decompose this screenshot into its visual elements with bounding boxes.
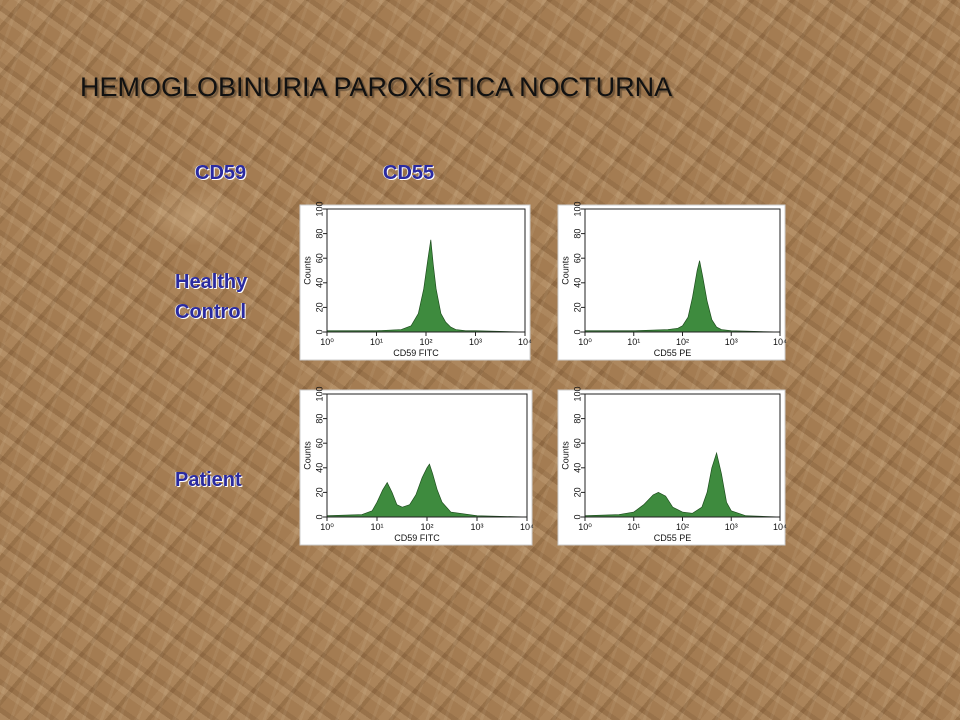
y-tick-label: 80 [314,229,324,239]
y-tick-label: 20 [314,487,324,497]
y-tick-label: 40 [314,463,324,473]
y-tick-label: 60 [572,438,582,448]
y-tick-label: 60 [314,438,324,448]
x-tick-label: 10¹ [627,337,640,347]
chart-panel [557,204,786,361]
y-axis-label: Counts [302,256,312,285]
x-tick-label: 10⁰ [578,337,592,347]
y-tick-label: 100 [572,201,582,216]
y-tick-label: 40 [314,278,324,288]
chart-panel [299,204,531,361]
y-tick-label: 80 [572,414,582,424]
y-tick-label: 100 [572,386,582,401]
x-tick-label: 10³ [725,522,738,532]
y-tick-label: 80 [314,414,324,424]
histogram-area [584,451,781,518]
y-tick-label: 20 [314,302,324,312]
y-tick-label: 100 [314,386,324,401]
y-tick-label: 20 [572,302,582,312]
y-tick-label: 0 [572,329,582,334]
x-tick-label: 10¹ [627,522,640,532]
chart: 0 20 40 60 80 100 10⁰ 10¹ 10² 10³ 10⁴ CD55 PE Counts [557,386,787,546]
x-tick-label: 10² [419,337,432,347]
histogram-area [326,463,528,518]
x-tick-label: 10¹ [370,522,383,532]
column-label: CD55 [383,162,435,184]
x-tick-label: 10² [676,337,689,347]
y-tick-label: 0 [572,514,582,519]
y-axis-label: Counts [302,441,312,470]
chart-panel [557,389,786,546]
x-axis-label: CD59 FITC [393,348,439,358]
x-tick-label: 10⁴ [773,522,787,532]
y-tick-label: 100 [314,201,324,216]
y-tick-label: 20 [572,487,582,497]
x-tick-label: 10⁴ [773,337,787,347]
chart: 0 20 40 60 80 100 10⁰ 10¹ 10² 10³ 10⁴ CD55 PE Counts [557,201,787,361]
x-tick-label: 10³ [469,337,482,347]
x-tick-label: 10³ [470,522,483,532]
y-tick-label: 40 [572,278,582,288]
y-tick-label: 0 [314,514,324,519]
x-tick-label: 10⁰ [320,522,334,532]
y-tick-label: 40 [572,463,582,473]
row-label: Patient [175,469,242,491]
x-tick-label: 10² [420,522,433,532]
x-tick-label: 10³ [725,337,738,347]
chart-panel [299,389,533,546]
x-tick-label: 10⁴ [518,337,532,347]
y-tick-label: 0 [314,329,324,334]
x-tick-label: 10⁴ [520,522,534,532]
y-axis-label: Counts [560,256,570,285]
chart: 0 20 40 60 80 100 10⁰ 10¹ 10² 10³ 10⁴ CD59 FITC Coun… [299,201,532,361]
x-tick-label: 10² [676,522,689,532]
x-axis-label: CD59 FITC [394,533,440,543]
x-tick-label: 10⁰ [578,522,592,532]
x-tick-label: 10⁰ [320,337,334,347]
x-axis-label: CD55 PE [654,348,692,358]
y-axis-label: Counts [560,441,570,470]
chart: 0 20 40 60 80 100 10⁰ 10¹ 10² 10³ 10⁴ CD59 FITC Coun… [299,386,534,546]
y-tick-label: 60 [572,253,582,263]
y-tick-label: 60 [314,253,324,263]
y-tick-label: 80 [572,229,582,239]
column-label: CD59 [195,162,247,184]
slide-title: HEMOGLOBINURIA PAROXÍSTICA NOCTURNA [80,72,673,102]
x-axis-label: CD55 PE [654,533,692,543]
row-label: Healthy Control [175,271,248,323]
x-tick-label: 10¹ [370,337,383,347]
histogram-area [584,260,781,333]
histogram-area [326,239,526,333]
